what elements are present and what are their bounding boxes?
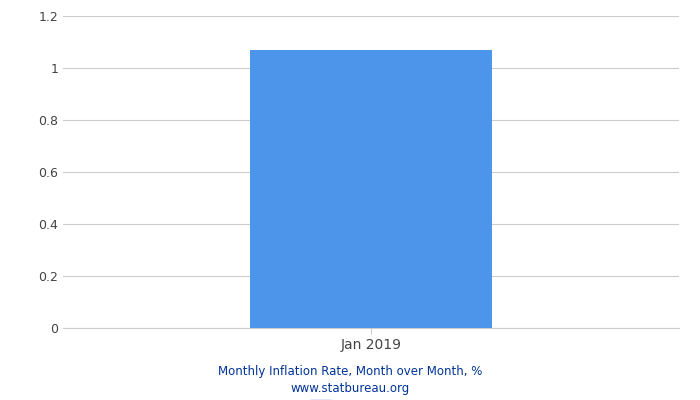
Bar [250,50,492,328]
Text: Monthly Inflation Rate, Month over Month, %: Monthly Inflation Rate, Month over Month… [218,365,482,378]
Text: www.statbureau.org: www.statbureau.org [290,382,410,395]
